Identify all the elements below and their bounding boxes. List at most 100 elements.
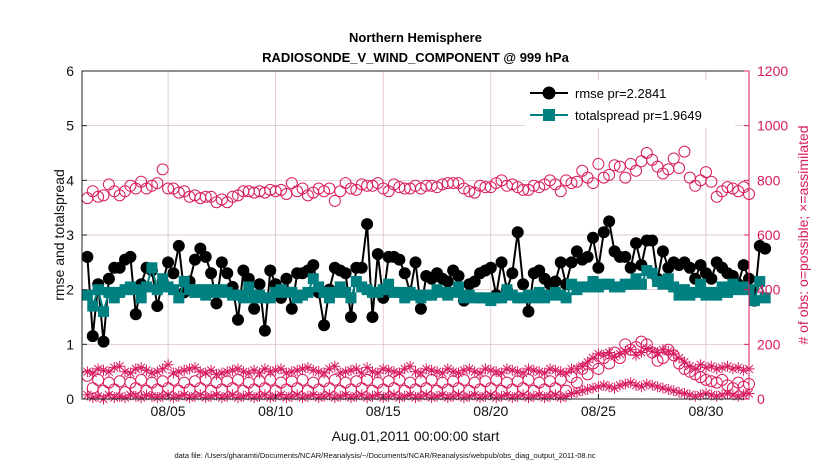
obs-assimilated-marker — [114, 390, 126, 402]
obs-possible-marker — [387, 178, 400, 191]
y-left-tick-label: 5 — [66, 118, 74, 134]
rmse-point — [441, 275, 454, 288]
rmse-point — [484, 261, 497, 274]
rmse-point — [630, 237, 643, 250]
y-left-tick-label: 6 — [66, 63, 74, 79]
rmse-point — [737, 259, 750, 272]
obs-assimilated-marker — [571, 386, 583, 398]
obs-assimilated-marker — [420, 389, 432, 401]
obs-assimilated-marker — [297, 363, 308, 375]
obs-possible-marker — [673, 162, 686, 175]
series-layer — [81, 145, 772, 405]
x-tick-label: 08/30 — [688, 403, 723, 419]
obs-assimilated-marker — [189, 362, 201, 374]
obs-assimilated-marker — [420, 363, 432, 375]
obs-assimilated-marker — [549, 364, 561, 376]
obs-assimilated-marker — [404, 389, 416, 401]
obs-assimilated-marker — [340, 366, 352, 378]
obs-assimilated-marker — [555, 392, 567, 404]
obs-assimilated-marker — [372, 367, 384, 379]
obs-possible-marker — [640, 338, 653, 351]
rmse-point — [603, 215, 616, 228]
obs-assimilated-marker — [286, 366, 298, 378]
obs-possible-marker — [145, 179, 158, 192]
obs-assimilated-marker — [560, 390, 572, 402]
obs-assimilated-marker — [512, 366, 524, 378]
obs-possible-marker — [581, 368, 594, 381]
obs-assimilated-marker — [350, 390, 362, 402]
obs-assimilated-marker — [178, 389, 190, 401]
y-left-tick-label: 0 — [66, 391, 74, 407]
obs-possible-marker — [172, 186, 185, 199]
chart-subtitle: RADIOSONDE_V_WIND_COMPONENT @ 999 hPa — [262, 50, 569, 65]
totalspread-point — [173, 292, 185, 304]
rmse-point — [581, 250, 594, 263]
y-right-tick-label: 200 — [757, 336, 781, 352]
totalspread-point — [307, 273, 319, 285]
obs-assimilated-marker — [243, 389, 255, 401]
obs-assimilated-marker — [490, 366, 502, 378]
obs-assimilated-marker — [356, 367, 368, 379]
obs-assimilated-marker — [264, 366, 276, 378]
obs-assimilated-marker — [108, 362, 120, 374]
obs-assimilated-marker — [377, 363, 389, 375]
rmse-point — [554, 256, 567, 269]
totalspread-point — [748, 295, 760, 307]
obs-assimilated-marker — [146, 367, 158, 379]
obs-possible-marker — [92, 190, 105, 203]
rmse-point — [506, 267, 519, 280]
totalspread-point — [151, 284, 163, 296]
obs-possible-marker — [140, 182, 153, 195]
obs-assimilated-marker — [469, 389, 481, 401]
obs-assimilated-marker — [173, 366, 185, 378]
obs-assimilated-marker — [479, 363, 491, 375]
rmse-point — [565, 256, 578, 269]
obs-assimilated-marker — [410, 366, 421, 378]
x-tick-label: 08/15 — [366, 403, 401, 419]
obs-assimilated-marker — [216, 367, 228, 379]
obs-assimilated-marker — [318, 390, 330, 402]
obs-assimilated-marker — [436, 367, 448, 379]
obs-assimilated-marker — [345, 392, 357, 404]
obs-assimilated-marker — [404, 360, 416, 372]
obs-possible-marker — [635, 335, 648, 348]
obs-assimilated-marker — [367, 390, 378, 402]
obs-assimilated-marker — [216, 392, 228, 404]
obs-assimilated-marker — [609, 382, 620, 394]
obs-assimilated-marker — [264, 392, 276, 404]
rmse-point — [683, 261, 696, 274]
obs-possible-marker — [344, 182, 357, 195]
obs-assimilated-marker — [738, 364, 750, 376]
totalspread-point — [237, 292, 249, 304]
obs-assimilated-marker — [157, 363, 169, 375]
obs-assimilated-marker — [506, 364, 518, 376]
totalspread-point — [721, 286, 733, 298]
obs-possible-marker — [301, 189, 314, 202]
obs-assimilated-marker — [576, 360, 588, 372]
obs-possible-marker — [124, 179, 137, 192]
obs-possible-marker — [608, 159, 621, 172]
obs-possible-marker — [431, 181, 444, 194]
rmse-point — [339, 267, 352, 280]
obs-assimilated-marker — [323, 363, 335, 375]
obs-assimilated-marker — [232, 392, 244, 404]
obs-assimilated-marker — [259, 363, 271, 375]
obs-assimilated-marker — [684, 389, 696, 401]
obs-assimilated-marker — [635, 347, 647, 358]
rmse-point — [759, 242, 772, 255]
y-right-tick-label: 800 — [757, 172, 781, 188]
totalspread-point — [81, 289, 93, 301]
obs-assimilated-marker — [135, 392, 147, 404]
obs-assimilated-marker — [211, 389, 222, 401]
obs-assimilated-marker — [501, 389, 513, 401]
obs-possible-marker — [199, 190, 212, 203]
obs-assimilated-marker — [361, 392, 373, 404]
totalspread-point — [759, 292, 771, 304]
obs-assimilated-marker — [711, 390, 723, 402]
rmse-point — [646, 234, 659, 247]
rmse-point — [81, 250, 94, 263]
obs-assimilated-marker — [356, 389, 368, 401]
obs-assimilated-marker — [657, 382, 669, 394]
obs-assimilated-marker — [679, 388, 690, 399]
